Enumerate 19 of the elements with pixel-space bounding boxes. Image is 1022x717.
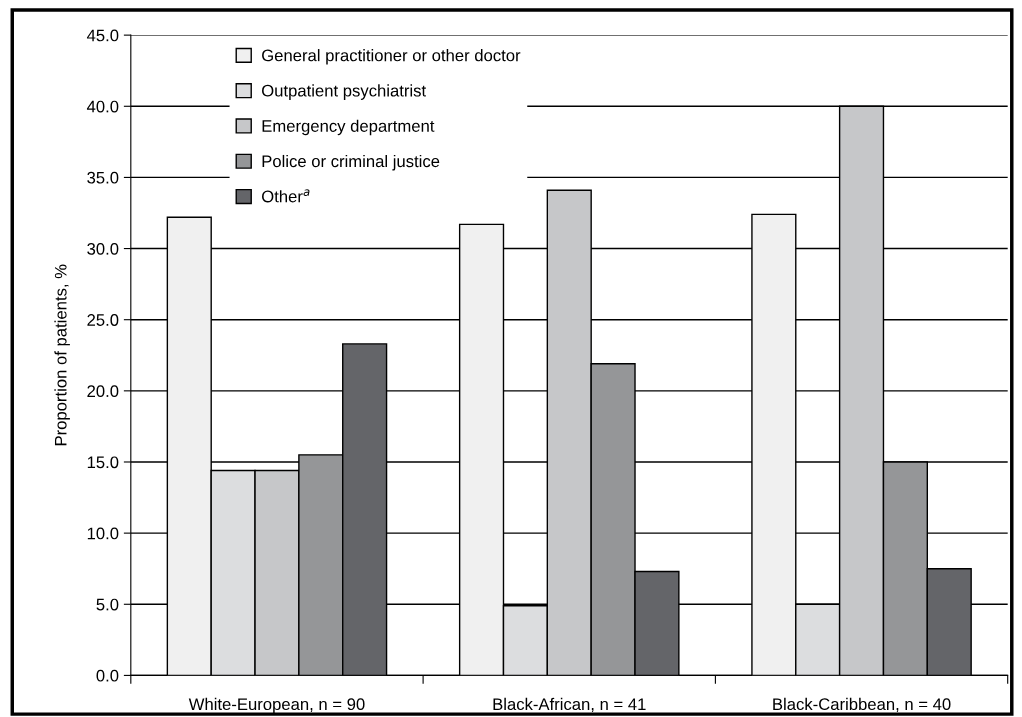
y-tick-label: 0.0 bbox=[96, 669, 119, 682]
legend-label: Other$^{a}$ bbox=[262, 189, 310, 203]
legend-label: Outpatient psychiatrist bbox=[262, 84, 426, 100]
legend-label: General practitioner or other doctor bbox=[262, 49, 521, 65]
y-tick-label: 10.0 bbox=[87, 527, 119, 540]
x-tick-label: White-European, n = 90 bbox=[188, 697, 365, 714]
y-tick-label: 15.0 bbox=[87, 456, 119, 469]
legend-label: Police or criminal justice bbox=[262, 154, 440, 171]
x-tick-label: Black-African, n = 41 bbox=[493, 697, 646, 713]
x-tick-label: Black-Caribbean, n = 40 bbox=[773, 697, 951, 713]
y-tick-label: 40.0 bbox=[86, 100, 119, 113]
y-tick-label: 25.0 bbox=[87, 314, 119, 326]
y-tick-label: 45.0 bbox=[86, 29, 119, 42]
y-tick-label: 35.0 bbox=[87, 171, 119, 184]
y-tick-label: 20.0 bbox=[87, 385, 119, 398]
y-tick-label: 30.0 bbox=[87, 242, 119, 255]
y-axis-title: Proportion of patients, % bbox=[54, 264, 70, 446]
y-tick-label: 5.0 bbox=[96, 598, 119, 611]
legend-label: Emergency department bbox=[262, 119, 435, 136]
